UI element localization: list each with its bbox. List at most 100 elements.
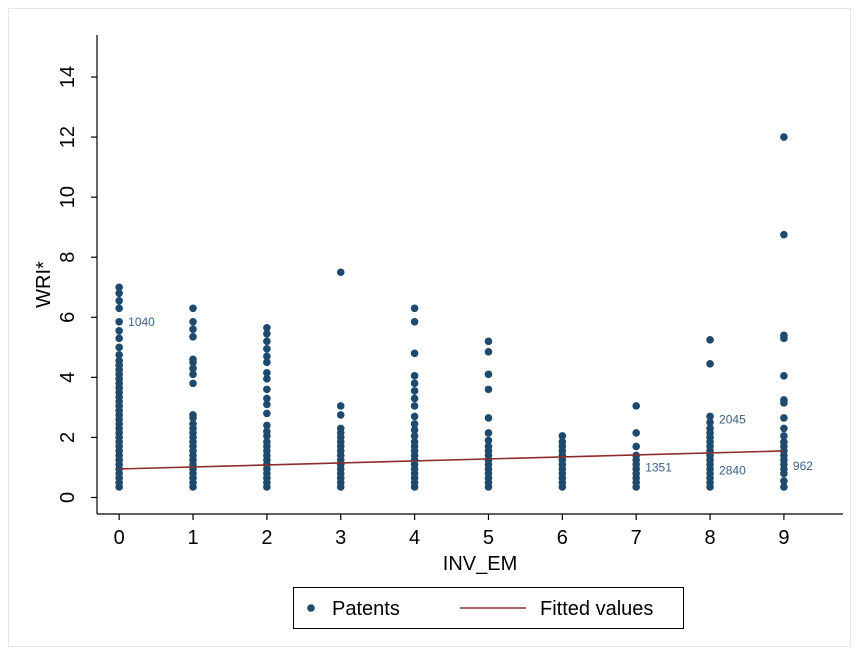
point-annotation: 2045 [719,412,746,426]
scatter-point [484,414,493,422]
scatter-point [115,351,123,359]
chart-frame [8,8,851,647]
scatter-point [780,483,788,491]
scatter-point [189,355,197,364]
scatter-point [263,375,271,383]
scatter-point [189,317,197,326]
scatter-point [410,372,419,380]
y-tick-label: 6 [57,312,79,323]
scatter-point [780,424,788,433]
scatter-point [336,424,345,433]
scatter-point [780,331,788,340]
legend-marker-patents [307,604,315,612]
scatter-point [484,337,493,346]
y-tick-label: 8 [57,252,79,263]
scatter-point [189,370,197,379]
scatter-point [115,327,123,335]
scatter-point [189,333,197,341]
x-tick-label: 5 [483,527,494,549]
scatter-point [558,432,567,440]
point-annotation: 2840 [719,463,746,477]
y-tick-label: 10 [57,186,79,208]
point-annotation: 1040 [128,315,155,329]
scatter-point [632,429,640,437]
scatter-point [263,421,271,430]
scatter-point [706,412,714,421]
scatter-point [263,427,271,436]
scatter-point [706,424,714,433]
scatter-point [263,400,271,409]
y-tick-label: 2 [57,432,79,443]
scatter-point [263,369,271,377]
scatter-point [780,230,788,239]
scatter-point [780,438,788,446]
scatter-point [263,409,271,418]
scatter-point [706,418,714,427]
scatter-point [632,402,640,410]
x-tick-label: 6 [557,527,568,549]
scatter-point [484,348,493,356]
scatter-point [115,283,123,292]
scatter-point [410,426,419,434]
scatter-point [410,317,419,326]
scatter-point [410,412,419,421]
x-tick-label: 3 [335,527,346,549]
y-axis-title: WRI* [33,261,55,308]
point-annotation: 962 [793,459,813,473]
scatter-point [263,394,271,403]
scatter-point [780,477,788,485]
x-tick-label: 1 [187,527,198,549]
y-tick-label: 4 [57,372,79,383]
scatter-point [706,336,714,344]
scatter-point [189,420,197,428]
scatter-point [263,438,271,446]
scatter-point [115,317,123,326]
scatter-point [263,345,271,353]
scatter-point [115,289,123,298]
x-tick-label: 4 [409,527,420,549]
scatter-point [484,385,493,394]
scatter-point [484,436,493,445]
fitted-line [119,450,784,470]
scatter-point [189,379,197,388]
scatter-point [410,438,419,446]
x-tick-label: 8 [704,527,715,549]
scatter-point [336,411,345,419]
x-tick-label: 7 [631,527,642,549]
scatter-point [780,432,788,440]
scatter-point [780,372,788,380]
x-tick-label: 9 [778,527,789,549]
y-tick-label: 12 [57,126,79,148]
scatter-point [189,411,197,419]
x-axis-title: INV_EM [443,553,517,575]
scatter-point [780,133,788,141]
scatter-point [706,360,714,368]
scatter-point [558,438,567,446]
scatter-point [484,370,493,379]
scatter-point [115,296,123,305]
scatter-point [263,358,271,367]
scatter-point [484,442,493,451]
scatter-point [410,379,419,388]
scatter-point [263,385,271,394]
scatter-point [780,396,788,404]
scatter-point [484,429,493,437]
scatter-point [410,394,419,403]
scatter-point [410,387,419,395]
scatter-point [336,268,345,277]
scatter-point [410,349,419,358]
x-tick-label: 0 [114,527,125,549]
scatter-point [189,364,197,373]
y-tick-label: 0 [57,492,79,503]
scatter-point [336,402,345,410]
scatter-point [410,420,419,428]
y-tick-label: 14 [57,66,79,88]
x-tick-label: 2 [261,527,272,549]
scatter-point [189,304,197,313]
point-annotation: 1351 [645,460,672,474]
scatter-point [115,334,123,343]
scatter-point [263,330,271,338]
scatter-point [410,304,419,313]
